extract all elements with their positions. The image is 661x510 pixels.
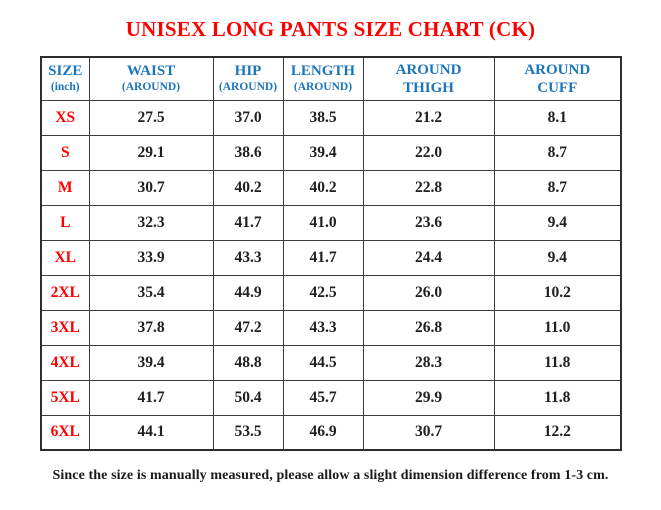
table-row-xl: XL 33.9 43.3 41.7 24.4 9.4 (40, 239, 622, 276)
value-cell: 38.5 (282, 99, 364, 136)
value-cell: 40.2 (282, 169, 364, 206)
col-label: WAIST (126, 63, 176, 80)
col-sublabel: (AROUND) (121, 81, 181, 94)
col-header-size: SIZE (inch) (40, 56, 90, 101)
value-cell: 44.9 (212, 274, 284, 311)
value-cell: 41.7 (212, 204, 284, 241)
value-cell: 33.9 (88, 239, 214, 276)
size-cell: 6XL (40, 414, 90, 451)
measurement-footnote: Since the size is manually measured, ple… (52, 468, 609, 483)
col-header-waist: WAIST (AROUND) (88, 56, 214, 101)
table-row-l: L 32.3 41.7 41.0 23.6 9.4 (40, 204, 622, 241)
value-cell: 37.8 (88, 309, 214, 346)
value-cell: 30.7 (362, 414, 495, 451)
value-cell: 12.2 (493, 414, 622, 451)
value-cell: 8.1 (493, 99, 622, 136)
table-row-m: M 30.7 40.2 40.2 22.8 8.7 (40, 169, 622, 206)
value-cell: 41.0 (282, 204, 364, 241)
value-cell: 11.8 (493, 344, 622, 381)
value-cell: 27.5 (88, 99, 214, 136)
value-cell: 8.7 (493, 169, 622, 206)
value-cell: 23.6 (362, 204, 495, 241)
col-header-length: LENGTH (AROUND) (282, 56, 364, 101)
value-cell: 30.7 (88, 169, 214, 206)
value-cell: 9.4 (493, 204, 622, 241)
col-label: AROUND (395, 61, 462, 78)
size-cell: M (40, 169, 90, 206)
header-row: SIZE (inch) WAIST (AROUND) HIP (AROUND) … (40, 56, 622, 101)
size-cell: 4XL (40, 344, 90, 381)
size-chart-table: SIZE (inch) WAIST (AROUND) HIP (AROUND) … (40, 56, 622, 451)
col-sublabel: (inch) (50, 81, 80, 94)
value-cell: 42.5 (282, 274, 364, 311)
value-cell: 44.1 (88, 414, 214, 451)
value-cell: 22.8 (362, 169, 495, 206)
col-header-around-cuff: AROUND CUFF (493, 56, 622, 101)
size-cell: 2XL (40, 274, 90, 311)
value-cell: 39.4 (88, 344, 214, 381)
value-cell: 50.4 (212, 379, 284, 416)
col-header-hip: HIP (AROUND) (212, 56, 284, 101)
value-cell: 43.3 (282, 309, 364, 346)
value-cell: 26.0 (362, 274, 495, 311)
value-cell: 11.8 (493, 379, 622, 416)
size-cell: 5XL (40, 379, 90, 416)
value-cell: 48.8 (212, 344, 284, 381)
table-row-6xl: 6XL 44.1 53.5 46.9 30.7 12.2 (40, 414, 622, 451)
table-row-4xl: 4XL 39.4 48.8 44.5 28.3 11.8 (40, 344, 622, 381)
col-label: CUFF (537, 79, 578, 96)
table-row-5xl: 5XL 41.7 50.4 45.7 29.9 11.8 (40, 379, 622, 416)
col-label: THIGH (403, 79, 454, 96)
col-label: HIP (234, 63, 262, 80)
value-cell: 46.9 (282, 414, 364, 451)
value-cell: 24.4 (362, 239, 495, 276)
size-cell: XS (40, 99, 90, 136)
size-cell: 3XL (40, 309, 90, 346)
size-cell: S (40, 134, 90, 171)
table-row-xs: XS 27.5 37.0 38.5 21.2 8.1 (40, 99, 622, 136)
size-cell: XL (40, 239, 90, 276)
value-cell: 37.0 (212, 99, 284, 136)
col-header-around-thigh: AROUND THIGH (362, 56, 495, 101)
value-cell: 11.0 (493, 309, 622, 346)
value-cell: 8.7 (493, 134, 622, 171)
page-title: UNISEX LONG PANTS SIZE CHART (CK) (125, 17, 536, 41)
value-cell: 53.5 (212, 414, 284, 451)
col-label: LENGTH (290, 63, 356, 80)
value-cell: 10.2 (493, 274, 622, 311)
value-cell: 40.2 (212, 169, 284, 206)
value-cell: 29.1 (88, 134, 214, 171)
value-cell: 43.3 (212, 239, 284, 276)
value-cell: 21.2 (362, 99, 495, 136)
value-cell: 41.7 (282, 239, 364, 276)
value-cell: 22.0 (362, 134, 495, 171)
col-sublabel: (AROUND) (218, 81, 278, 94)
value-cell: 9.4 (493, 239, 622, 276)
col-label: AROUND (524, 61, 591, 78)
value-cell: 32.3 (88, 204, 214, 241)
value-cell: 26.8 (362, 309, 495, 346)
value-cell: 38.6 (212, 134, 284, 171)
value-cell: 35.4 (88, 274, 214, 311)
col-label: SIZE (48, 63, 83, 80)
value-cell: 29.9 (362, 379, 495, 416)
table-row-3xl: 3XL 37.8 47.2 43.3 26.8 11.0 (40, 309, 622, 346)
table-row-s: S 29.1 38.6 39.4 22.0 8.7 (40, 134, 622, 171)
col-sublabel: (AROUND) (293, 81, 353, 94)
value-cell: 45.7 (282, 379, 364, 416)
value-cell: 39.4 (282, 134, 364, 171)
value-cell: 47.2 (212, 309, 284, 346)
value-cell: 41.7 (88, 379, 214, 416)
table-row-2xl: 2XL 35.4 44.9 42.5 26.0 10.2 (40, 274, 622, 311)
size-cell: L (40, 204, 90, 241)
value-cell: 44.5 (282, 344, 364, 381)
value-cell: 28.3 (362, 344, 495, 381)
